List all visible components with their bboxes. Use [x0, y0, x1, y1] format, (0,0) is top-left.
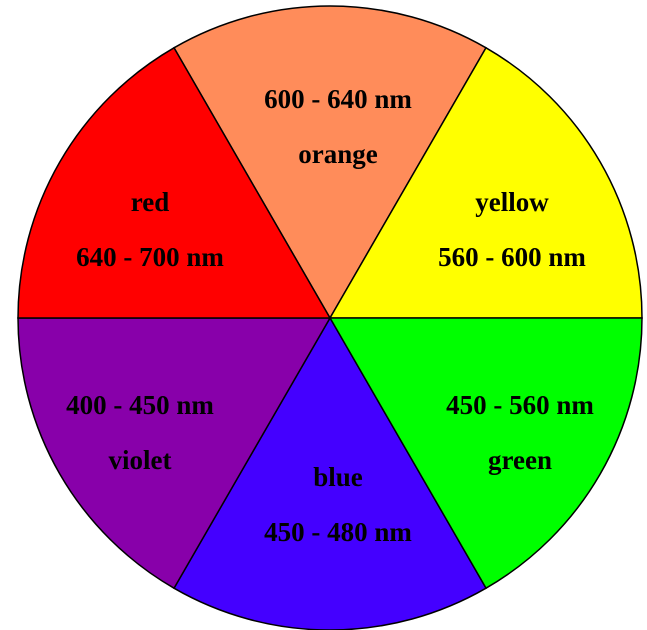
- sector: [17, 317, 332, 590]
- sector-label: 640 - 700 nm: [76, 242, 224, 272]
- sector-label: green: [488, 445, 552, 475]
- sector-label: yellow: [475, 187, 549, 217]
- sector-label: violet: [109, 445, 172, 475]
- sector: [328, 46, 643, 319]
- sector-label: 450 - 560 nm: [446, 390, 594, 420]
- sector: [328, 317, 643, 590]
- sector-label: 450 - 480 nm: [264, 517, 412, 547]
- sector: [172, 5, 488, 320]
- sector-label: red: [131, 187, 170, 217]
- sector-label: 400 - 450 nm: [66, 390, 214, 420]
- sector: [17, 46, 332, 319]
- sector-label: blue: [313, 462, 363, 492]
- sector-label: orange: [298, 139, 378, 169]
- sector-label: 600 - 640 nm: [264, 84, 412, 114]
- sector-label: 560 - 600 nm: [438, 242, 586, 272]
